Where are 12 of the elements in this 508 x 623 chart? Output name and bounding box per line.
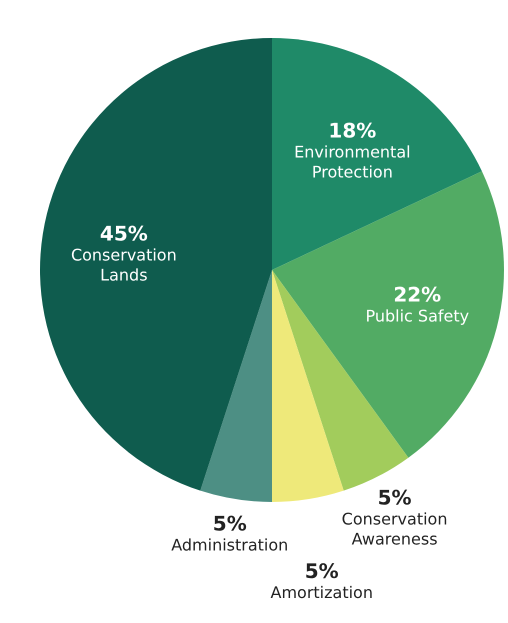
data-label: 18%: [328, 118, 376, 142]
data-label: 5%: [212, 512, 247, 536]
data-label: 5%: [378, 486, 412, 510]
slice-label: Conservation Awareness: [342, 510, 448, 549]
data-label: 22%: [393, 282, 442, 306]
data-label: 45%: [100, 222, 148, 246]
data-label: 5%: [304, 559, 339, 584]
slice-label: Amortization: [270, 583, 373, 602]
slice-label: Conservation Lands: [70, 246, 177, 285]
slice-label: Public Safety: [365, 306, 470, 326]
slice-label: Administration: [171, 536, 288, 555]
slice-label: Environmental Protection: [294, 142, 411, 182]
